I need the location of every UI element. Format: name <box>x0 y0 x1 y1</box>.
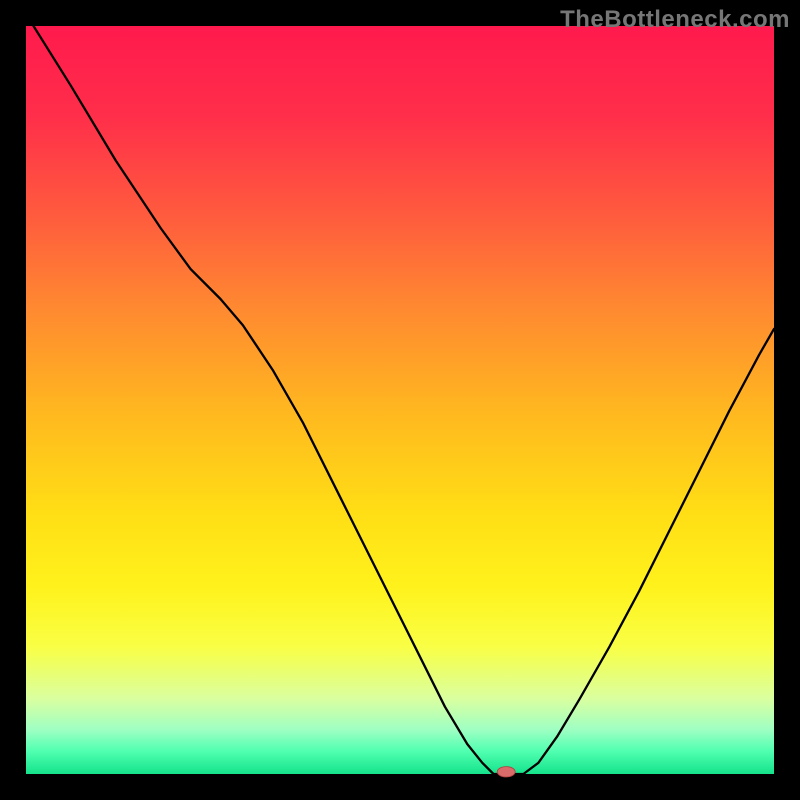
optimal-marker <box>497 767 515 777</box>
watermark-text: TheBottleneck.com <box>560 6 790 34</box>
chart-background <box>26 26 774 774</box>
